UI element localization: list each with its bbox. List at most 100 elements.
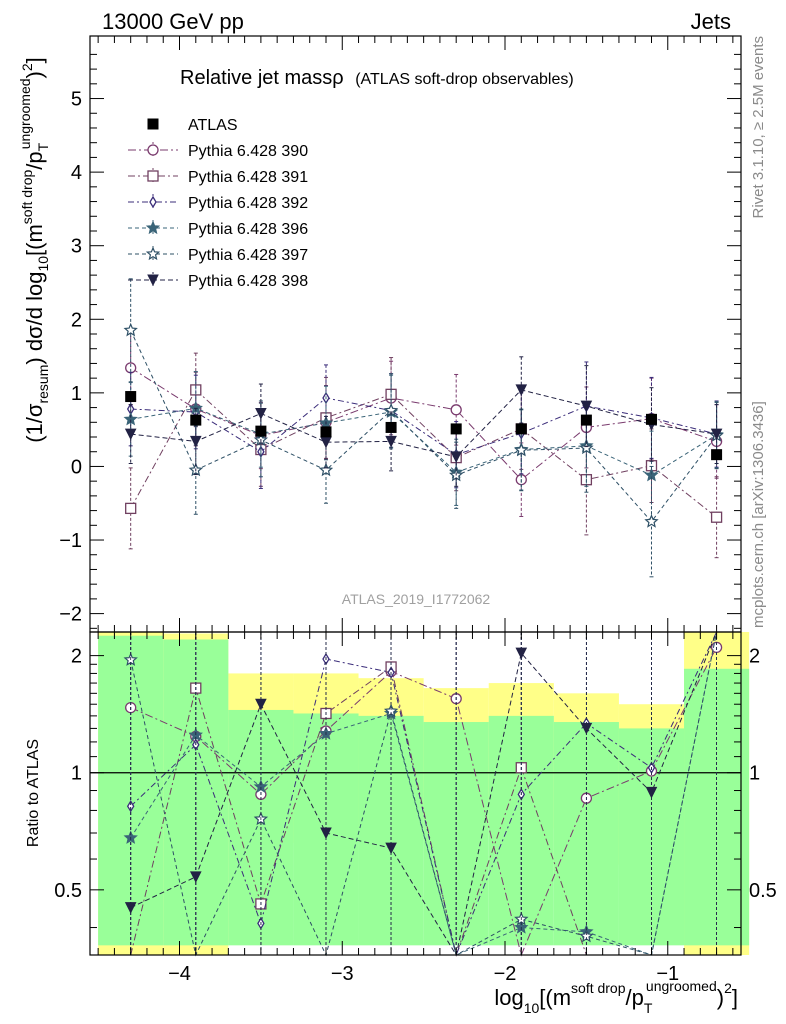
green-band-bin bbox=[488, 715, 554, 946]
ratio-line bbox=[130, 631, 718, 957]
y-ratio-tick-label: 0.5 bbox=[54, 880, 82, 902]
marker-circle bbox=[450, 404, 462, 416]
marker-triangle bbox=[580, 400, 593, 413]
main-series-4 bbox=[123, 371, 724, 520]
ratio-uncertainty-bands bbox=[98, 632, 750, 955]
y-main-tick-label: 2 bbox=[71, 309, 82, 331]
marker-triangle bbox=[189, 871, 202, 883]
marker-star-open bbox=[318, 462, 334, 477]
marker-triangle bbox=[147, 274, 159, 287]
x-tick-label: −2 bbox=[494, 963, 517, 985]
marker-star-open bbox=[644, 514, 659, 528]
legend-entry: Pythia 6.428 397 bbox=[128, 246, 308, 264]
y-main-tick-label: 1 bbox=[71, 383, 82, 405]
marker-star-filled bbox=[145, 220, 161, 235]
main-series-2 bbox=[125, 352, 723, 559]
legend-entry: Pythia 6.428 392 bbox=[128, 194, 308, 212]
series-line bbox=[130, 367, 717, 481]
header-left: 13000 GeV pp bbox=[102, 9, 244, 34]
y-main-tick-label: 3 bbox=[71, 236, 82, 258]
y-axis-ratio-label: Ratio to ATLAS bbox=[25, 739, 42, 847]
ratio-line bbox=[130, 631, 718, 956]
marker-diamond bbox=[149, 195, 157, 209]
marker-star-open bbox=[123, 322, 138, 337]
legend-label: Pythia 6.428 390 bbox=[188, 143, 308, 160]
legend-label: Pythia 6.428 396 bbox=[188, 221, 308, 238]
marker-triangle bbox=[255, 698, 267, 711]
series-line bbox=[130, 389, 717, 518]
marker-triangle bbox=[124, 428, 137, 441]
marker-star-open bbox=[145, 246, 161, 261]
marker-data-square bbox=[450, 423, 462, 435]
marker-triangle bbox=[450, 451, 462, 463]
legend-label: Pythia 6.428 392 bbox=[188, 195, 308, 212]
marker-data-square bbox=[580, 414, 592, 426]
marker-diamond bbox=[126, 799, 135, 813]
marker-data-square bbox=[255, 425, 267, 437]
legend-entry: Pythia 6.428 391 bbox=[128, 168, 308, 186]
legend-entry: Pythia 6.428 398 bbox=[128, 272, 308, 290]
marker-star-open bbox=[514, 442, 529, 457]
y-ratio-tick-label: 1 bbox=[71, 763, 82, 785]
main-series-5 bbox=[123, 278, 724, 578]
marker-star-filled bbox=[514, 919, 529, 934]
series-line bbox=[130, 397, 717, 456]
marker-triangle bbox=[124, 902, 137, 914]
marker-data-square bbox=[385, 421, 397, 433]
ratio-frame-top bbox=[89, 631, 742, 956]
marker-square bbox=[125, 502, 137, 515]
marker-data-square bbox=[147, 118, 159, 130]
ratio-line bbox=[130, 647, 718, 957]
marker-circle bbox=[147, 144, 159, 156]
y-main-tick-label: 5 bbox=[71, 89, 82, 111]
series-line bbox=[130, 330, 717, 523]
marker-square bbox=[710, 511, 723, 523]
y-axis-main-label: (1/σresum) dσ/d log10[(msoft drop/pTungr… bbox=[17, 57, 51, 443]
plot-title: Relative jet massρ (ATLAS soft-drop obse… bbox=[180, 67, 574, 89]
plot-title-main: Relative jet massρ bbox=[180, 67, 344, 89]
marker-square bbox=[190, 384, 202, 396]
ratio-series-6 bbox=[124, 631, 718, 957]
y-ratio-tick-label-right: 2 bbox=[749, 646, 760, 668]
marker-triangle bbox=[385, 435, 397, 448]
header-right: Jets bbox=[691, 9, 731, 34]
plot-title-sub: (ATLAS soft-drop observables) bbox=[355, 71, 573, 88]
x-tick-label: −4 bbox=[168, 963, 191, 985]
marker-star-open bbox=[579, 440, 594, 455]
mcplots-label: mcplots.cern.ch [arXiv:1306.3436] bbox=[750, 401, 767, 628]
rivet-label: Rivet 3.1.10, ≥ 2.5M events bbox=[750, 36, 767, 219]
ratio-line bbox=[130, 631, 718, 957]
main-series-layer bbox=[123, 278, 724, 578]
series-line bbox=[130, 407, 717, 476]
analysis-watermark: ATLAS_2019_I1772062 bbox=[342, 591, 491, 607]
marker-triangle bbox=[320, 827, 332, 840]
green-band-bin bbox=[358, 715, 424, 946]
marker-square bbox=[147, 170, 159, 182]
legend-label: Pythia 6.428 397 bbox=[188, 247, 308, 264]
legend-label: Pythia 6.428 391 bbox=[188, 169, 308, 186]
marker-data-square bbox=[711, 449, 723, 461]
ratio-series-layer bbox=[123, 631, 723, 957]
x-tick-label: −1 bbox=[656, 963, 679, 985]
ratio-line bbox=[130, 631, 718, 957]
marker-triangle bbox=[645, 786, 658, 799]
marker-triangle bbox=[189, 435, 202, 448]
y-main-tick-label: −1 bbox=[59, 530, 82, 552]
marker-data-square bbox=[190, 414, 202, 426]
series-line bbox=[130, 389, 717, 458]
x-axis-label: log10[(msoft drop/pTungroomed)2] bbox=[494, 978, 738, 1016]
marker-data-square bbox=[515, 423, 527, 435]
main-series-6 bbox=[124, 356, 723, 487]
legend-entry: Pythia 6.428 390 bbox=[128, 142, 308, 160]
legend-label: Pythia 6.428 398 bbox=[188, 273, 308, 290]
marker-data-square bbox=[320, 426, 332, 438]
x-tick-label: −3 bbox=[331, 963, 354, 985]
atlas-data-points bbox=[125, 391, 723, 461]
y-ratio-tick-label: 2 bbox=[71, 646, 82, 668]
y-main-tick-label: 0 bbox=[71, 456, 82, 478]
marker-triangle bbox=[255, 407, 267, 420]
y-main-tick-label: −2 bbox=[59, 604, 82, 626]
axis-ticks: −2 −1 0 1 2 3 4 5 0.5 0.5 1 1 2 2 −4 −3 −2 −1 bbox=[54, 36, 777, 985]
marker-triangle bbox=[385, 842, 397, 855]
